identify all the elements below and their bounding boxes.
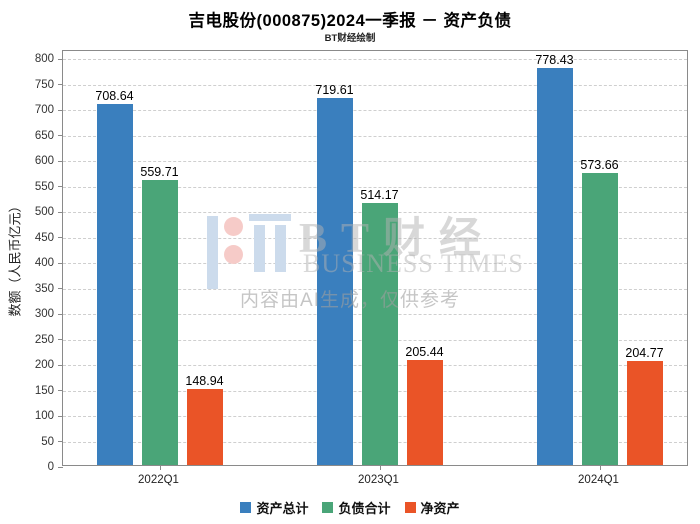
legend-swatch-icon bbox=[322, 502, 334, 513]
legend-item-净资产: 净资产 bbox=[404, 498, 460, 517]
y-tick-label: 0 bbox=[47, 461, 54, 473]
bar-value-label: 514.17 bbox=[360, 187, 399, 202]
bar-净资产-2022Q1 bbox=[186, 389, 223, 465]
bar-value-label: 204.77 bbox=[625, 345, 664, 360]
y-tick-mark bbox=[58, 415, 63, 417]
legend-label: 资产总计 bbox=[256, 501, 309, 516]
y-tick-label: 150 bbox=[34, 384, 54, 397]
y-tick-label: 400 bbox=[34, 257, 54, 270]
x-tick-mark bbox=[379, 465, 381, 470]
y-tick-label: 550 bbox=[34, 180, 54, 193]
legend-item-负债合计: 负债合计 bbox=[322, 498, 391, 517]
bar-资产总计-2023Q1 bbox=[316, 98, 353, 465]
x-tick-label: 2023Q1 bbox=[358, 474, 399, 486]
y-tick-mark bbox=[58, 466, 63, 468]
y-tick-mark bbox=[58, 58, 63, 60]
y-tick-mark bbox=[58, 237, 63, 239]
y-tick-mark bbox=[58, 262, 63, 264]
y-tick-mark bbox=[58, 441, 63, 442]
bar-value-label: 719.61 bbox=[315, 83, 354, 98]
y-tick-label: 50 bbox=[41, 435, 54, 448]
y-tick-mark bbox=[58, 160, 63, 162]
bar-净资产-2024Q1 bbox=[626, 360, 663, 465]
x-tick-label: 2024Q1 bbox=[578, 474, 619, 486]
y-tick-mark bbox=[58, 364, 63, 366]
bar-负债合计-2023Q1 bbox=[361, 202, 398, 465]
y-tick-label: 200 bbox=[34, 359, 54, 372]
bar-净资产-2023Q1 bbox=[406, 360, 443, 465]
bar-value-label: 148.94 bbox=[185, 374, 224, 389]
y-tick-label: 250 bbox=[34, 333, 54, 346]
plot-area: 0 50 100 150 200 250 300 350 400 450 500 550 600 650 7… bbox=[35, 50, 688, 473]
bar-负债合计-2022Q1 bbox=[141, 179, 178, 465]
bar-value-label: 573.66 bbox=[580, 157, 619, 172]
grid-line bbox=[63, 135, 687, 137]
legend-swatch-icon bbox=[404, 502, 416, 513]
watermark-logo-bar-icon bbox=[207, 216, 218, 289]
bar-资产总计-2024Q1 bbox=[536, 68, 573, 465]
watermark-logo-t-icon bbox=[249, 214, 291, 221]
x-tick-mark bbox=[159, 465, 161, 470]
y-tick-label: 600 bbox=[34, 155, 54, 168]
y-tick-label: 300 bbox=[34, 308, 54, 321]
y-tick-mark bbox=[58, 84, 63, 86]
y-tick-label: 100 bbox=[34, 410, 54, 423]
watermark-brand-en: BUSINESS TIMES bbox=[303, 249, 524, 278]
bar-value-label: 559.71 bbox=[140, 164, 179, 179]
y-tick-mark bbox=[58, 186, 63, 188]
watermark-logo-dot-icon bbox=[224, 245, 243, 264]
y-tick-label: 650 bbox=[34, 129, 54, 142]
y-tick-mark bbox=[58, 390, 63, 392]
x-tick-mark bbox=[599, 465, 601, 470]
grid-line bbox=[63, 110, 687, 112]
legend: 资产总计 负债合计 净资产 bbox=[0, 498, 700, 517]
y-tick-mark bbox=[58, 339, 63, 341]
bar-value-label: 708.64 bbox=[95, 88, 134, 103]
chart-title: 吉电股份(000875)2024一季报 － 资产负债 bbox=[188, 12, 512, 30]
y-tick-label: 350 bbox=[34, 282, 54, 295]
y-tick-label: 500 bbox=[34, 206, 54, 219]
y-tick-mark bbox=[58, 109, 63, 111]
legend-swatch-icon bbox=[240, 502, 252, 513]
chart-subtitle: BT财经绘制 bbox=[324, 33, 376, 44]
y-tick-mark bbox=[58, 135, 63, 137]
legend-item-资产总计: 资产总计 bbox=[240, 498, 308, 517]
grid-line bbox=[63, 161, 687, 163]
grid-line bbox=[63, 84, 687, 86]
watermark-logo-t-icon bbox=[275, 225, 286, 272]
watermark-logo-dot-icon bbox=[224, 217, 243, 236]
watermark-disclaimer: 内容由AI生成，仅供参考 bbox=[240, 290, 460, 311]
y-tick-label: 800 bbox=[34, 53, 54, 66]
y-tick-label: 750 bbox=[34, 78, 54, 91]
watermark-brand-cn: BT财经 bbox=[299, 216, 496, 262]
legend-label: 净资产 bbox=[420, 501, 460, 516]
y-tick-mark bbox=[58, 211, 63, 213]
grid-line bbox=[63, 59, 687, 61]
bar-资产总计-2022Q1 bbox=[96, 103, 133, 465]
bar-value-label: 778.43 bbox=[535, 53, 574, 68]
grid-line bbox=[63, 186, 687, 188]
watermark-logo-t-icon bbox=[254, 225, 265, 272]
bar-负债合计-2024Q1 bbox=[581, 172, 618, 465]
bar-value-label: 205.44 bbox=[405, 345, 444, 360]
y-tick-label: 450 bbox=[34, 231, 54, 244]
y-tick-label: 700 bbox=[34, 104, 54, 117]
x-tick-label: 2022Q1 bbox=[138, 474, 179, 486]
legend-label: 负债合计 bbox=[338, 501, 391, 516]
y-tick-mark bbox=[58, 288, 63, 290]
y-tick-mark bbox=[58, 313, 63, 315]
